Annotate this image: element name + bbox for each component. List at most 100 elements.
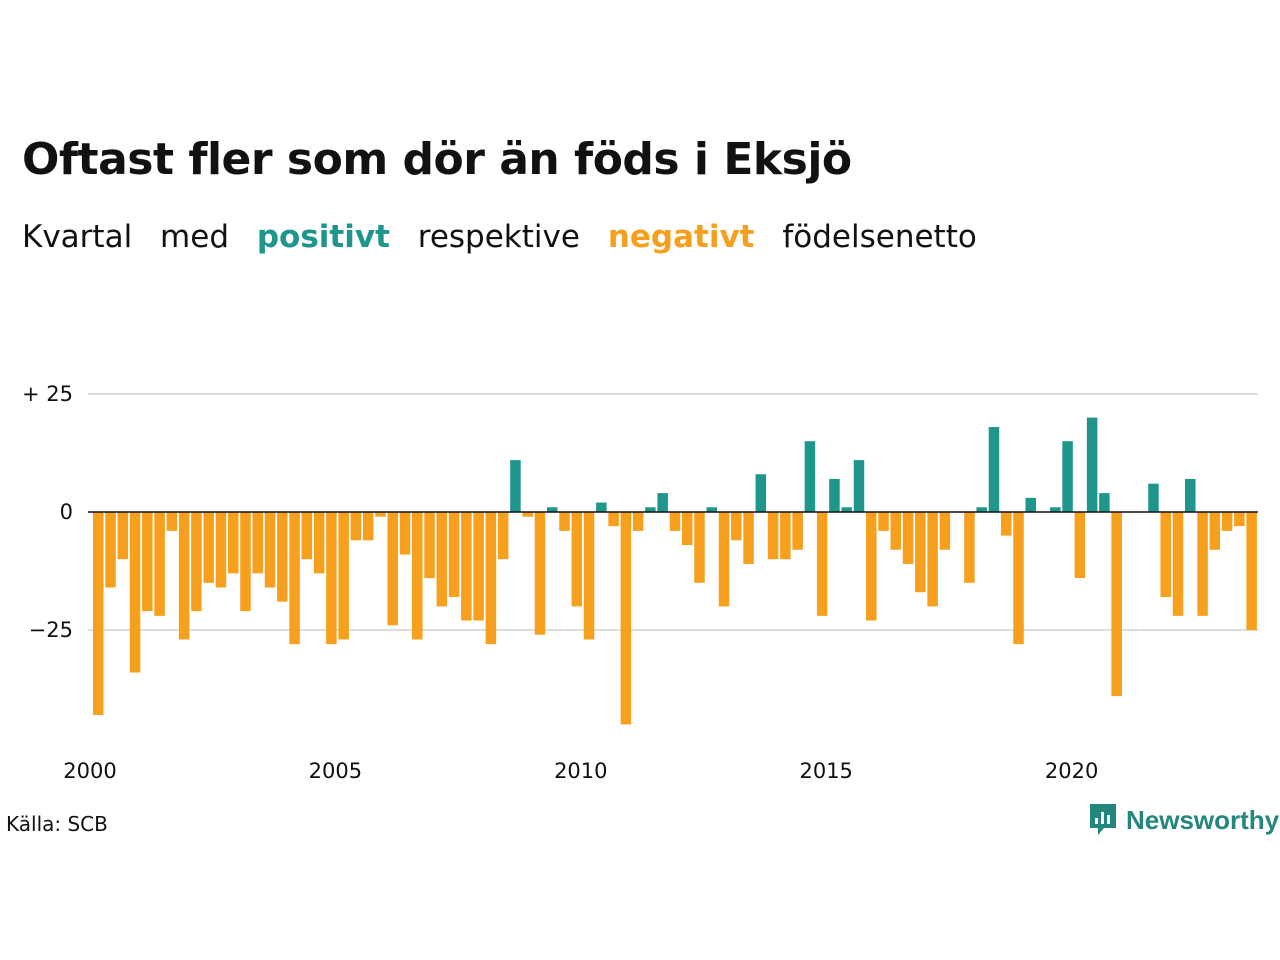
bar [853,460,865,512]
bar [988,427,1000,512]
bar [362,512,374,541]
bar [117,512,129,560]
bar [227,512,239,574]
bar [154,512,165,616]
bar [559,512,570,531]
bar [264,512,276,588]
bar [412,512,423,640]
x-tick-label: 2020 [1045,759,1098,783]
subtitle-word-med: med [160,219,229,255]
subtitle-word-fodelsenetto: födelsenetto [782,219,977,255]
bar [191,512,202,612]
chart-subtitle: Kvartal med positivt respektive negativt… [22,217,995,257]
bar [142,512,153,612]
bar [1074,512,1086,579]
bar [1086,417,1098,512]
bar [1148,483,1159,512]
bar [129,512,141,673]
bar [485,512,497,645]
bar [277,512,288,602]
bar [178,512,190,640]
bar [767,512,779,560]
bar [657,493,668,512]
bar [792,512,803,550]
bar [890,512,902,550]
bar [473,512,484,621]
bar [915,512,926,593]
bar [326,512,337,645]
bar [1185,478,1196,512]
bar [1062,441,1073,512]
bar [632,512,644,531]
bar [816,512,828,616]
bar [902,512,914,564]
newsworthy-icon [1090,804,1116,835]
bar [461,512,472,621]
bar [448,512,460,597]
bar [203,512,214,583]
bar [1013,512,1024,645]
bar [964,512,975,583]
bar [829,478,840,512]
subtitle-word-respektive: respektive [417,219,580,255]
bar [1209,512,1221,550]
bar [571,512,583,607]
bar [1099,493,1110,512]
chart-title: Oftast fler som dör än föds i Eksjö [22,134,852,185]
bar [583,512,595,640]
brand-name: Newsworthy [1126,804,1280,835]
bar [669,512,681,531]
bar [1160,512,1171,597]
bar [731,512,742,541]
y-tick-label: 0 [60,500,73,524]
bar [387,512,398,626]
bar [375,512,386,517]
newsworthy-logo: Newsworthy [1088,802,1279,838]
bar [1246,512,1257,630]
bars [93,417,1257,725]
bar [105,512,116,588]
bar [166,512,178,531]
bar [596,502,607,512]
bar [301,512,313,560]
bar [1197,512,1208,616]
bar [878,512,889,531]
bar [608,512,619,527]
bar [780,512,791,560]
bar [1000,512,1012,536]
source-note: Källa: SCB [6,812,108,836]
subtitle-negative-label: negativt [607,219,755,255]
bar [497,512,509,560]
bar [743,512,754,564]
bar [804,441,816,512]
bar [399,512,411,555]
bar [313,512,325,574]
bar [546,507,558,512]
bar [694,512,705,583]
bar [436,512,448,607]
x-tick-label: 2010 [554,759,607,783]
bar [1025,497,1037,512]
bar [706,507,717,512]
bar [841,507,852,512]
bar [755,474,767,512]
y-tick-label: + 25 [22,382,73,406]
bar [350,512,362,541]
bar [939,512,951,550]
bar [927,512,938,607]
subtitle-positive-label: positivt [256,219,390,255]
bar [534,512,546,635]
x-axis-labels: 2000 2005 2010 2015 2020 [63,759,1098,783]
bar [215,512,227,588]
bar [866,512,877,621]
bar [681,512,693,546]
bar [1234,512,1245,527]
bar [424,512,435,579]
bar [620,512,632,725]
y-axis-labels: + 25 0 −25 [22,382,73,642]
grid-lines [88,393,1258,631]
bar [718,512,730,607]
x-tick-label: 2015 [799,759,852,783]
bar [289,512,300,645]
